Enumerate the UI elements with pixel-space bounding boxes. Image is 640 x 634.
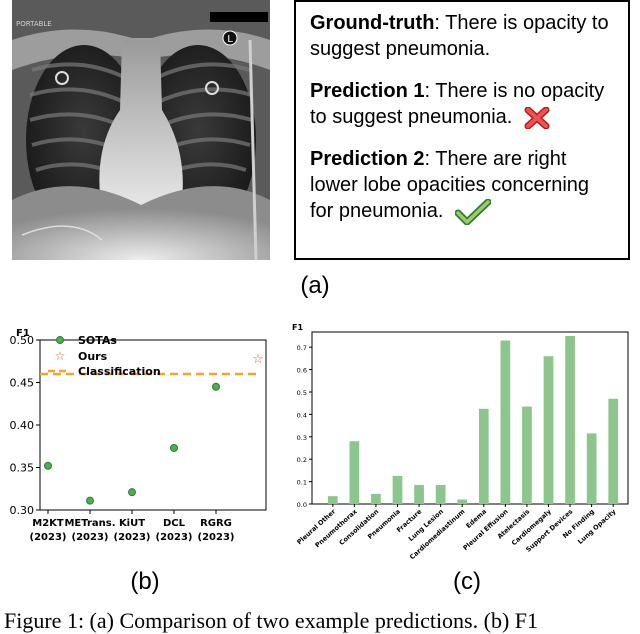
sota-comparison-chart: F1 0.30 0.35 0.40 0.45 0.50 M2KT (2023) METran…	[10, 328, 267, 543]
y-tick-label: 0.40	[10, 419, 35, 432]
bar	[435, 484, 446, 504]
prediction1-paragraph: Prediction 1: There is no opacity to sug…	[310, 78, 614, 130]
legend-classification-label: Classification	[78, 365, 161, 378]
sota-point	[128, 488, 136, 497]
y-tick-label: 0.35	[10, 462, 35, 475]
y-tick-label: 0.6	[297, 367, 307, 375]
ground-truth-text: : There is opacity to suggest pneumonia.	[310, 12, 609, 60]
bar	[500, 340, 511, 504]
y-tick-label: 0.1	[297, 479, 307, 487]
x-tick-label: Lung Opacity	[576, 507, 618, 546]
cross-icon	[524, 106, 550, 129]
bar	[392, 476, 403, 504]
prediction2-label: Prediction 2	[310, 148, 425, 170]
bar	[543, 356, 554, 504]
ours-point: ☆	[252, 352, 264, 367]
bar	[586, 433, 597, 504]
x-tick-label: (2023)	[30, 532, 67, 543]
y-tick-label: 0.3	[297, 434, 307, 442]
check-icon	[454, 198, 491, 225]
bar	[478, 408, 489, 504]
ground-truth-paragraph: Ground-truth: There is opacity to sugges…	[310, 10, 614, 62]
x-tick-label: (2023)	[156, 532, 193, 543]
x-tick-label: (2023)	[72, 532, 109, 543]
x-tick-label: KiUT	[119, 518, 145, 529]
legend-ours-marker: ☆	[55, 349, 66, 363]
x-tick-label: RGRG	[200, 518, 232, 529]
legend-sotas-marker	[56, 336, 64, 344]
legend-sotas-label: SOTAs	[78, 334, 117, 347]
per-class-f1-chart: F1 0.00.10.20.30.40.50.60.7 Pleural Othe…	[292, 323, 629, 561]
chart-b-ylabel: F1	[16, 328, 30, 339]
y-tick-label: 0.7	[297, 344, 307, 352]
ground-truth-label: Ground-truth	[310, 12, 435, 34]
x-tick-label: METrans.	[64, 518, 115, 529]
prediction-comparison-box: Ground-truth: There is opacity to sugges…	[294, 0, 630, 260]
bar	[349, 441, 360, 504]
bar	[522, 406, 532, 504]
xray-illustration: L PORTABLE	[12, 0, 270, 260]
side-marker: L	[227, 34, 233, 45]
sota-point	[86, 496, 94, 505]
bar	[371, 493, 381, 504]
figure-caption: Figure 1: (a) Comparison of two example …	[4, 608, 539, 633]
x-tick-label: (2023)	[114, 532, 151, 543]
prediction1-text: : There is no opacity to suggest pneumon…	[310, 80, 605, 128]
x-tick-label: DCL	[163, 518, 186, 529]
bar	[327, 496, 338, 504]
sota-point	[212, 382, 220, 391]
caption-c: (c)	[453, 568, 481, 595]
sota-point	[44, 461, 52, 470]
prediction2-paragraph: Prediction 2: There are right lower lobe…	[310, 146, 614, 225]
x-tick-label: M2KT	[32, 518, 64, 529]
prediction1-label: Prediction 1	[310, 80, 425, 102]
x-tick-label: (2023)	[198, 532, 235, 543]
bar	[414, 484, 424, 504]
y-tick-label: 0.2	[297, 456, 307, 464]
y-tick-label: 0.45	[10, 377, 35, 390]
chart-c-frame	[311, 331, 629, 505]
y-tick-label: 0.30	[10, 504, 35, 517]
caption-a: (a)	[300, 272, 330, 299]
chart-c-ylabel: F1	[292, 323, 303, 332]
sota-point	[170, 443, 178, 452]
prediction2-text: : There are right lower lobe opacities c…	[310, 148, 590, 222]
chest-xray-image: L PORTABLE	[12, 0, 270, 260]
bar	[565, 336, 575, 504]
xray-label: PORTABLE	[16, 20, 52, 28]
y-tick-label: 0.4	[297, 411, 307, 419]
chart-b-legend: SOTAs ☆ Ours Classification	[48, 334, 161, 378]
y-tick-label: 0.0	[297, 501, 307, 509]
bar	[457, 499, 468, 504]
caption-b: (b)	[130, 568, 160, 595]
y-tick-label: 0.50	[10, 334, 35, 347]
y-tick-label: 0.5	[297, 389, 307, 397]
bar	[608, 398, 619, 504]
legend-ours-label: Ours	[78, 350, 108, 363]
